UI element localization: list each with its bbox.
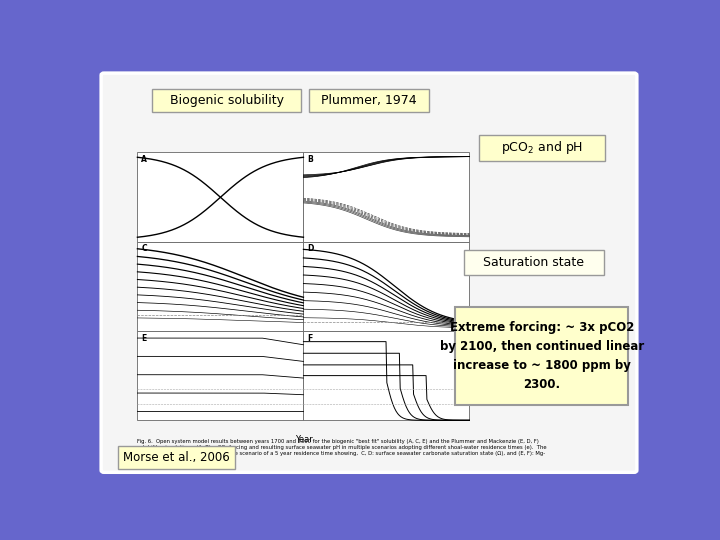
Text: Plummer, 1974: Plummer, 1974: [321, 93, 417, 106]
FancyBboxPatch shape: [153, 89, 301, 112]
FancyBboxPatch shape: [456, 307, 629, 404]
Text: pCO$_2$ and pH: pCO$_2$ and pH: [501, 139, 583, 157]
Text: B: B: [307, 155, 313, 164]
FancyBboxPatch shape: [464, 249, 603, 275]
FancyBboxPatch shape: [479, 136, 605, 160]
Bar: [138, 241, 303, 331]
Text: A: A: [141, 155, 147, 164]
FancyBboxPatch shape: [101, 73, 637, 472]
Text: C: C: [141, 245, 147, 253]
Text: Morse et al., 2006: Morse et al., 2006: [123, 451, 230, 464]
Text: E: E: [141, 334, 147, 343]
Bar: [303, 241, 469, 331]
FancyBboxPatch shape: [117, 446, 235, 469]
Text: Saturation state: Saturation state: [483, 256, 584, 269]
Text: Extreme forcing: ~ 3x pCO2
by 2100, then continued linear
increase to ~ 1800 ppm: Extreme forcing: ~ 3x pCO2 by 2100, then…: [440, 321, 644, 391]
Text: D: D: [307, 245, 314, 253]
Bar: [303, 331, 469, 420]
Text: Fig. 6.  Open system model results between years 1700 and 2300 for the biogenic : Fig. 6. Open system model results betwee…: [138, 439, 547, 461]
Text: F: F: [307, 334, 312, 343]
FancyBboxPatch shape: [309, 89, 429, 112]
Bar: [138, 152, 303, 241]
Text: Year: Year: [294, 435, 312, 444]
Bar: [138, 331, 303, 420]
Bar: [303, 152, 469, 241]
Text: Biogenic solubility: Biogenic solubility: [170, 93, 284, 106]
